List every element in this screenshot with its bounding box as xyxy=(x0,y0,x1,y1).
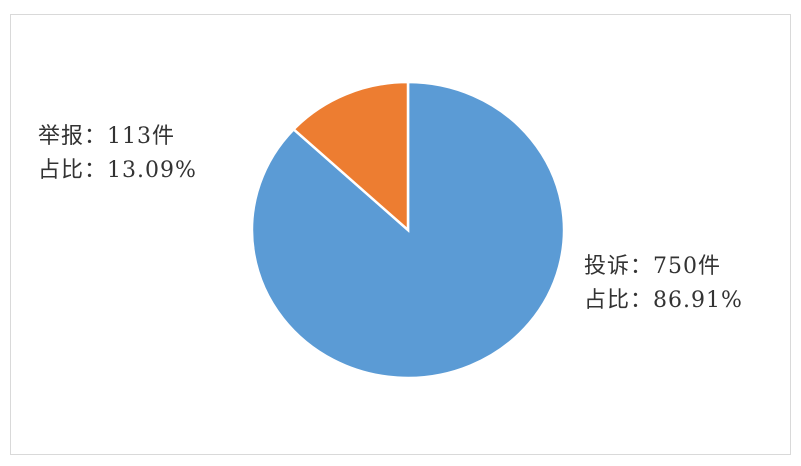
label-report: 举报：113件 占比：13.09% xyxy=(38,120,197,188)
label-complaint-percent: 占比：86.91% xyxy=(584,288,743,313)
label-complaint: 投诉：750件 占比：86.91% xyxy=(584,250,743,318)
chart-frame xyxy=(10,14,791,455)
label-report-count: 举报：113件 xyxy=(38,124,175,149)
pie-slice-report xyxy=(291,80,410,233)
label-complaint-count: 投诉：750件 xyxy=(584,254,721,279)
label-report-percent: 占比：13.09% xyxy=(38,158,197,183)
